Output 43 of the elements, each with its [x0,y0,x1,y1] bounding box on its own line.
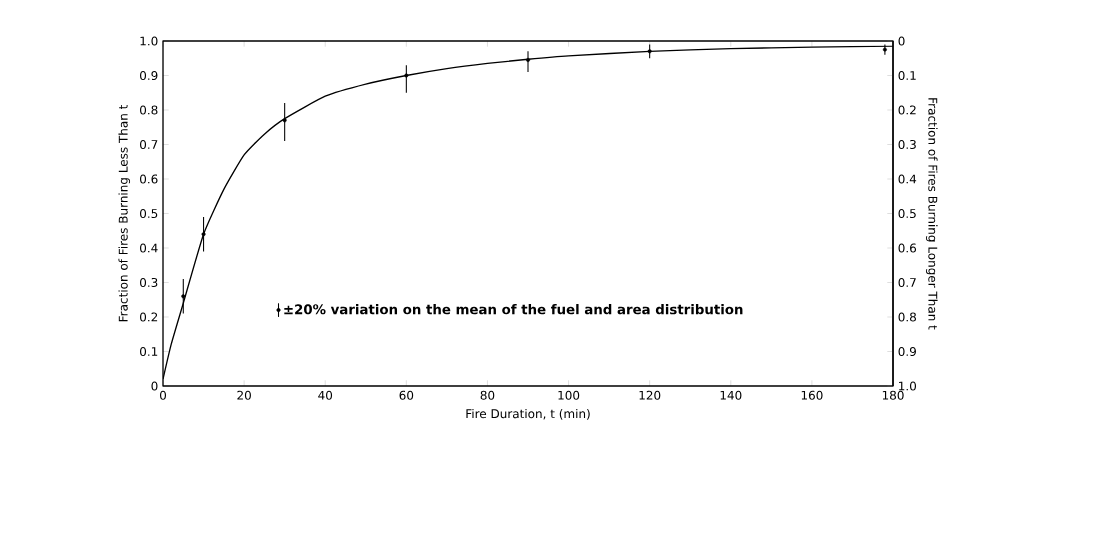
point [647,49,652,54]
x-tick-label: 20 [237,390,251,400]
y-tick-label: 0.7 [140,139,158,150]
y-tick-label: 0.6 [140,174,158,184]
y2-tick-label: 0.2 [898,105,916,115]
y-axis-title: Fraction of Fires Burning Less Than t [118,104,131,322]
point [404,73,409,78]
y2-axis-title: Fraction of Fires Burning Longer Than t [925,98,938,330]
y2-tick-label: 0.9 [898,346,916,357]
x-tick-label: 120 [639,390,661,400]
y2-tick-label: 0.6 [898,243,917,253]
x-axis-title: Fire Duration, t (min) [466,408,590,420]
x-tick-label: 160 [801,390,823,400]
x-tick-label: 100 [558,390,580,400]
point [201,232,206,237]
y-tick-label: 0.8 [140,105,158,115]
y-tick-label: 0 [151,381,158,391]
y-tick-label: 0.2 [140,312,158,322]
x-tick-label: 0 [159,390,167,400]
point [181,294,186,299]
x-tick-label: 60 [399,390,414,400]
legend-label: ±20% variation on the mean of the fuel and area distribution [284,304,743,315]
y2-tick-label: 0.7 [898,277,916,288]
x-tick-label: 140 [720,390,742,400]
y-tick-label: 0.4 [140,243,158,253]
y2-tick-label: 0 [898,36,905,46]
y-tick-label: 0.3 [140,277,158,288]
point [526,57,531,62]
y-tick-label: 0.1 [140,346,158,357]
y-tick-label: 1.0 [140,36,158,46]
point [282,118,287,123]
x-tick-label: 80 [480,390,495,400]
point [882,47,887,52]
x-tick-label: 180 [882,390,904,400]
y2-tick-label: 0.1 [898,70,916,81]
y2-tick-label: 0.5 [898,208,916,219]
y2-tick-label: 0.3 [898,139,916,150]
y2-tick-label: 0.8 [898,312,916,322]
y2-tick-label: 0.4 [898,174,917,184]
x-tick-label: 40 [318,390,333,400]
y-tick-label: 0.9 [140,70,158,81]
y-tick-label: 0.5 [140,208,158,219]
y2-tick-label: 1.0 [899,381,917,391]
